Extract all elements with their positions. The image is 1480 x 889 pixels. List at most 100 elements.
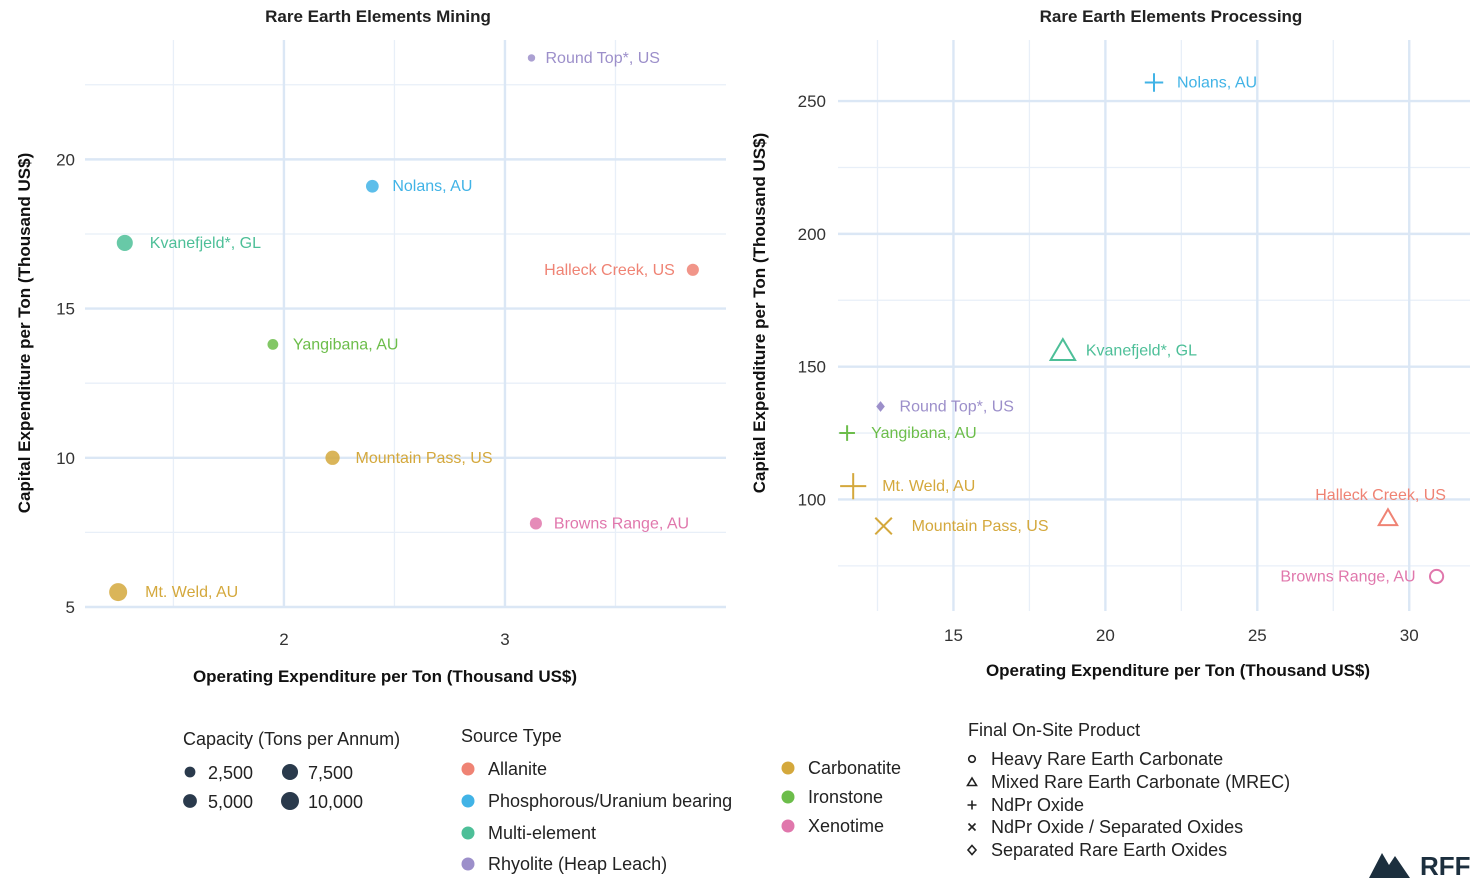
point-yangibana-au: Yangibana, AU bbox=[267, 336, 398, 353]
mining-y-axis-title: Capital Expenditure per Ton (Thousand US… bbox=[15, 153, 34, 514]
y-tick-label: 250 bbox=[798, 92, 826, 111]
capacity-legend-title: Capacity (Tons per Annum) bbox=[183, 729, 400, 749]
processing-x-axis-title: Operating Expenditure per Ton (Thousand … bbox=[986, 661, 1370, 680]
source-type-legend-label: Multi-element bbox=[488, 823, 596, 843]
mining-panel: Rare Earth Elements Mining 2 3 5 10 15 20 Rou… bbox=[15, 7, 726, 686]
processing-panel: Rare Earth Elements Processing 15 20 25 301… bbox=[750, 7, 1470, 680]
point-marker bbox=[325, 450, 340, 465]
processing-grid bbox=[838, 40, 1470, 611]
source-type-swatch bbox=[461, 857, 475, 871]
product-legend-item: Separated Rare Earth Oxides bbox=[966, 840, 1227, 860]
point-yangibana-au: Yangibana, AU bbox=[839, 425, 977, 442]
product-legend-item: NdPr Oxide bbox=[967, 795, 1084, 815]
x-tick-label: 3 bbox=[500, 630, 509, 649]
source-type-swatch bbox=[461, 826, 475, 840]
x-tick-label: 30 bbox=[1400, 626, 1419, 645]
point-label: Mt. Weld, AU bbox=[882, 478, 975, 495]
point-marker bbox=[839, 425, 855, 441]
capacity-legend-label: 2,500 bbox=[208, 763, 253, 783]
source-type-legend-item: Xenotime bbox=[781, 816, 884, 836]
point-label: Kvanefjeld*, GL bbox=[150, 235, 261, 252]
point-round-top-us: Round Top*, US bbox=[876, 399, 1014, 416]
y-tick-label: 200 bbox=[798, 225, 826, 244]
mining-points: Round Top*, US Nolans, AU Kvanefjeld*, GL H… bbox=[109, 50, 699, 602]
point-label: Mountain Pass, US bbox=[356, 450, 493, 467]
plus-marker-icon bbox=[967, 800, 977, 810]
point-marker bbox=[116, 234, 133, 251]
capacity-swatch bbox=[281, 792, 299, 810]
source-type-legend-label: Allanite bbox=[488, 759, 547, 779]
capacity-legend-item: 5,000 bbox=[183, 792, 253, 812]
x-tick-label: 2 bbox=[279, 630, 288, 649]
source-type-legend-item: Rhyolite (Heap Leach) bbox=[461, 854, 667, 874]
capacity-swatch bbox=[183, 794, 197, 808]
product-legend-item: Mixed Rare Earth Carbonate (MREC) bbox=[966, 772, 1290, 792]
source-type-legend-item: Allanite bbox=[461, 759, 547, 779]
product-legend-label: Separated Rare Earth Oxides bbox=[991, 840, 1227, 860]
source-type-legend-item: Ironstone bbox=[781, 787, 883, 807]
source-type-legend-label: Ironstone bbox=[808, 787, 883, 807]
capacity-legend-label: 7,500 bbox=[308, 763, 353, 783]
point-halleck-creek-us: Halleck Creek, US bbox=[1315, 487, 1446, 527]
y-tick-label: 20 bbox=[56, 150, 75, 169]
point-marker bbox=[876, 401, 885, 412]
rff-logo: RFF bbox=[1369, 851, 1471, 881]
point-marker bbox=[1428, 568, 1445, 585]
source-type-swatch bbox=[781, 819, 795, 833]
y-tick-label: 5 bbox=[66, 598, 75, 617]
triangle-marker-icon bbox=[966, 776, 978, 787]
point-kvanefjeld-gl: Kvanefjeld*, GL bbox=[116, 234, 261, 252]
point-label: Kvanefjeld*, GL bbox=[1086, 343, 1197, 360]
point-label: Browns Range, AU bbox=[1280, 568, 1415, 585]
point-label: Halleck Creek, US bbox=[544, 262, 675, 279]
point-label: Halleck Creek, US bbox=[1315, 487, 1446, 504]
point-label: Round Top*, US bbox=[900, 399, 1014, 416]
source-type-legend-label: Carbonatite bbox=[808, 758, 901, 778]
y-tick-label: 150 bbox=[798, 358, 826, 377]
point-mountain-pass-us: Mountain Pass, US bbox=[874, 517, 1049, 535]
point-marker bbox=[686, 263, 699, 276]
point-mountain-pass-us: Mountain Pass, US bbox=[325, 450, 493, 467]
point-label: Nolans, AU bbox=[392, 178, 472, 195]
y-tick-label: 10 bbox=[56, 449, 75, 468]
source-type-legend-label: Xenotime bbox=[808, 816, 884, 836]
capacity-swatch bbox=[281, 763, 299, 781]
y-tick-label: 15 bbox=[56, 300, 75, 319]
mining-x-axis-title: Operating Expenditure per Ton (Thousand … bbox=[193, 667, 577, 686]
circle-marker-icon bbox=[967, 754, 977, 764]
x-tick-label: 20 bbox=[1096, 626, 1115, 645]
capacity-legend-label: 10,000 bbox=[308, 792, 363, 812]
mining-chart-title: Rare Earth Elements Mining bbox=[265, 7, 491, 26]
capacity-legend-item: 10,000 bbox=[281, 792, 363, 812]
capacity-legend-item: 7,500 bbox=[281, 763, 353, 783]
point-label: Yangibana, AU bbox=[871, 425, 977, 442]
point-label: Round Top*, US bbox=[545, 50, 659, 67]
point-mt-weld-au: Mt. Weld, AU bbox=[109, 583, 238, 602]
source-type-swatch bbox=[461, 762, 475, 776]
point-label: Nolans, AU bbox=[1177, 74, 1257, 91]
point-round-top-us: Round Top*, US bbox=[527, 50, 660, 67]
source-type-legend-title: Source Type bbox=[461, 726, 562, 746]
source-type-legend: Source Type Allanite Phosphorous/Uranium … bbox=[461, 726, 901, 874]
diamond-marker-icon bbox=[966, 844, 978, 856]
point-label: Yangibana, AU bbox=[293, 336, 399, 353]
point-marker bbox=[1144, 73, 1164, 92]
cross-marker-icon bbox=[967, 822, 977, 832]
point-nolans-au: Nolans, AU bbox=[1144, 73, 1257, 92]
mountain-logo-icon bbox=[1369, 853, 1410, 878]
point-mt-weld-au: Mt. Weld, AU bbox=[840, 473, 975, 500]
processing-points: Nolans, AU Kvanefjeld*, GL Round Top*, US Y… bbox=[839, 73, 1446, 585]
source-type-legend-item: Multi-element bbox=[461, 823, 596, 843]
point-marker bbox=[529, 517, 542, 530]
x-tick-label: 25 bbox=[1248, 626, 1267, 645]
source-type-swatch bbox=[781, 761, 795, 775]
processing-y-axis-title: Capital Expenditure per Ton (Thousand US… bbox=[750, 133, 769, 494]
processing-chart-title: Rare Earth Elements Processing bbox=[1040, 7, 1303, 26]
processing-tick-labels: 15 20 25 30 100 150 200 250 bbox=[798, 92, 1419, 645]
capacity-legend-label: 5,000 bbox=[208, 792, 253, 812]
point-marker bbox=[1376, 507, 1399, 527]
capacity-legend-item: 2,500 bbox=[184, 763, 253, 783]
point-label: Mt. Weld, AU bbox=[145, 584, 238, 601]
capacity-swatch bbox=[184, 766, 196, 778]
